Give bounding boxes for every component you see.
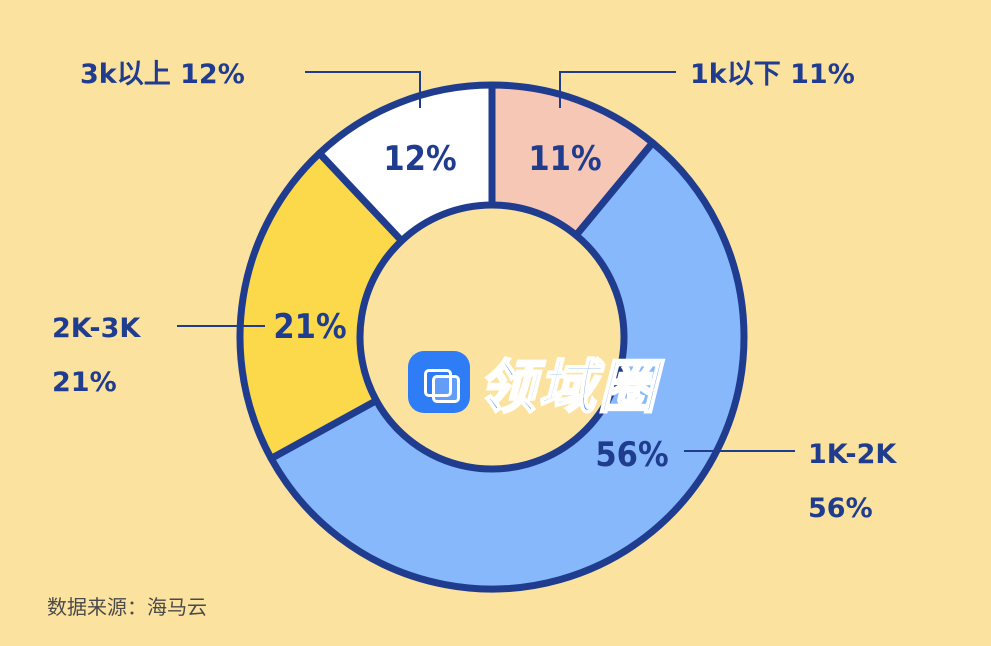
- legend-label-3k-above: 3k以上 12%: [80, 59, 245, 90]
- slice-3k-above: [315, 81, 496, 245]
- slice-label-1k-2k: 56%: [595, 435, 668, 475]
- slice-label-3k-above: 12%: [383, 139, 456, 179]
- watermark: 领域圈: [408, 340, 658, 424]
- legend-label-2k-3k-name: 2K-3K: [52, 313, 141, 344]
- leader-line-1k-below: [559, 71, 676, 108]
- legend-label-1k-below: 1k以下 11%: [690, 59, 855, 90]
- slice-label-1k-below: 11%: [528, 139, 601, 179]
- app-logo-icon: [408, 351, 470, 413]
- watermark-text: 领域圈: [477, 352, 659, 422]
- leader-line-3k-above: [305, 71, 421, 108]
- legend-label-1k-2k-name: 1K-2K: [808, 439, 897, 470]
- data-source-note: 数据来源：海马云: [47, 595, 207, 619]
- legend-label-1k-2k-value: 56%: [808, 493, 873, 524]
- slice-1k-2k: [267, 139, 748, 593]
- slice-label-2k-3k: 21%: [273, 307, 346, 347]
- leader-lines: [177, 71, 795, 452]
- slices-group: [236, 81, 748, 593]
- legend-label-2k-3k-value: 21%: [52, 367, 117, 398]
- slice-2k-3k: [236, 149, 406, 462]
